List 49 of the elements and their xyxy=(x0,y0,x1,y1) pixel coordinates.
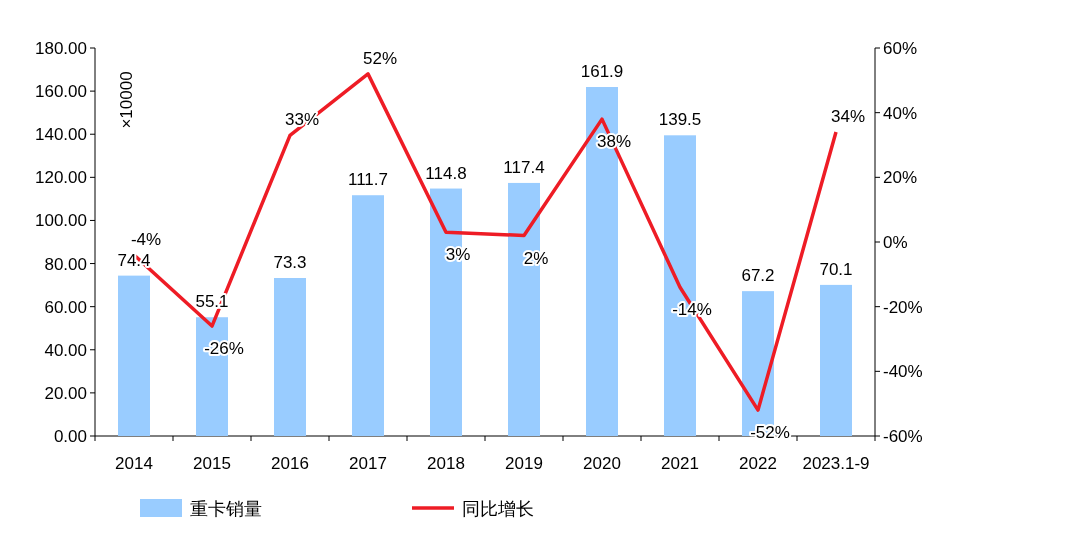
x-tick-label: 2017 xyxy=(349,454,387,473)
data-label: 114.8 xyxy=(425,163,467,183)
data-label: 117.4 xyxy=(503,157,545,177)
legend-label: 重卡销量 xyxy=(190,499,262,519)
y2-tick-label: -40% xyxy=(883,362,923,382)
x-tick-label: 2022 xyxy=(739,454,777,473)
x-tick-label: 2014 xyxy=(115,454,153,473)
y-tick-label: 140.00 xyxy=(35,125,87,145)
annotation: ×10000 xyxy=(117,71,136,129)
y-tick-label: 80.00 xyxy=(44,254,87,274)
y2-tick-label: 20% xyxy=(883,168,918,188)
bar xyxy=(274,278,306,436)
y-tick-label: 20.00 xyxy=(44,383,87,403)
data-label: -26% xyxy=(204,339,244,359)
y-tick-label: 40.00 xyxy=(44,340,87,360)
y2-tick-label: 0% xyxy=(883,233,908,252)
x-tick-label: 2020 xyxy=(583,454,621,473)
y-tick-label: 160.00 xyxy=(35,82,87,102)
x-tick-label: 2015 xyxy=(193,454,231,473)
legend-label: 同比增长 xyxy=(462,499,534,519)
y2-tick-label: 60% xyxy=(883,39,918,58)
y-tick-label: 60.00 xyxy=(44,297,87,317)
x-tick-label: 2021 xyxy=(661,454,699,473)
x-tick-label: 2016 xyxy=(271,454,309,473)
y-tick-label: 120.00 xyxy=(35,168,87,188)
y-tick-label: 100.00 xyxy=(35,211,87,231)
data-label: 161.9 xyxy=(580,62,624,82)
data-label: 67.2 xyxy=(741,266,775,286)
y-tick-label: 0.00 xyxy=(53,427,87,446)
data-label: 111.7 xyxy=(347,170,389,190)
y2-tick-label: -60% xyxy=(883,427,923,446)
y-tick-label: 180.00 xyxy=(35,39,87,58)
x-tick-label: 2018 xyxy=(427,454,465,473)
y2-tick-label: 40% xyxy=(883,103,918,123)
data-label: -52% xyxy=(750,423,790,443)
y2-tick-label: -20% xyxy=(883,297,923,317)
bar xyxy=(352,195,384,436)
data-label: 73.3 xyxy=(273,253,307,272)
bar xyxy=(118,275,150,436)
data-label: 34% xyxy=(830,107,866,127)
bar xyxy=(820,284,852,436)
data-label: 3% xyxy=(445,245,471,265)
x-tick-label: 2019 xyxy=(505,454,543,473)
data-label: -4% xyxy=(130,229,162,249)
data-label: 2% xyxy=(523,248,549,268)
data-label: 139.5 xyxy=(658,110,702,130)
data-label: 52% xyxy=(362,48,398,68)
data-label: 70.1 xyxy=(819,259,853,279)
x-tick-label: 2023.1-9 xyxy=(802,454,870,473)
